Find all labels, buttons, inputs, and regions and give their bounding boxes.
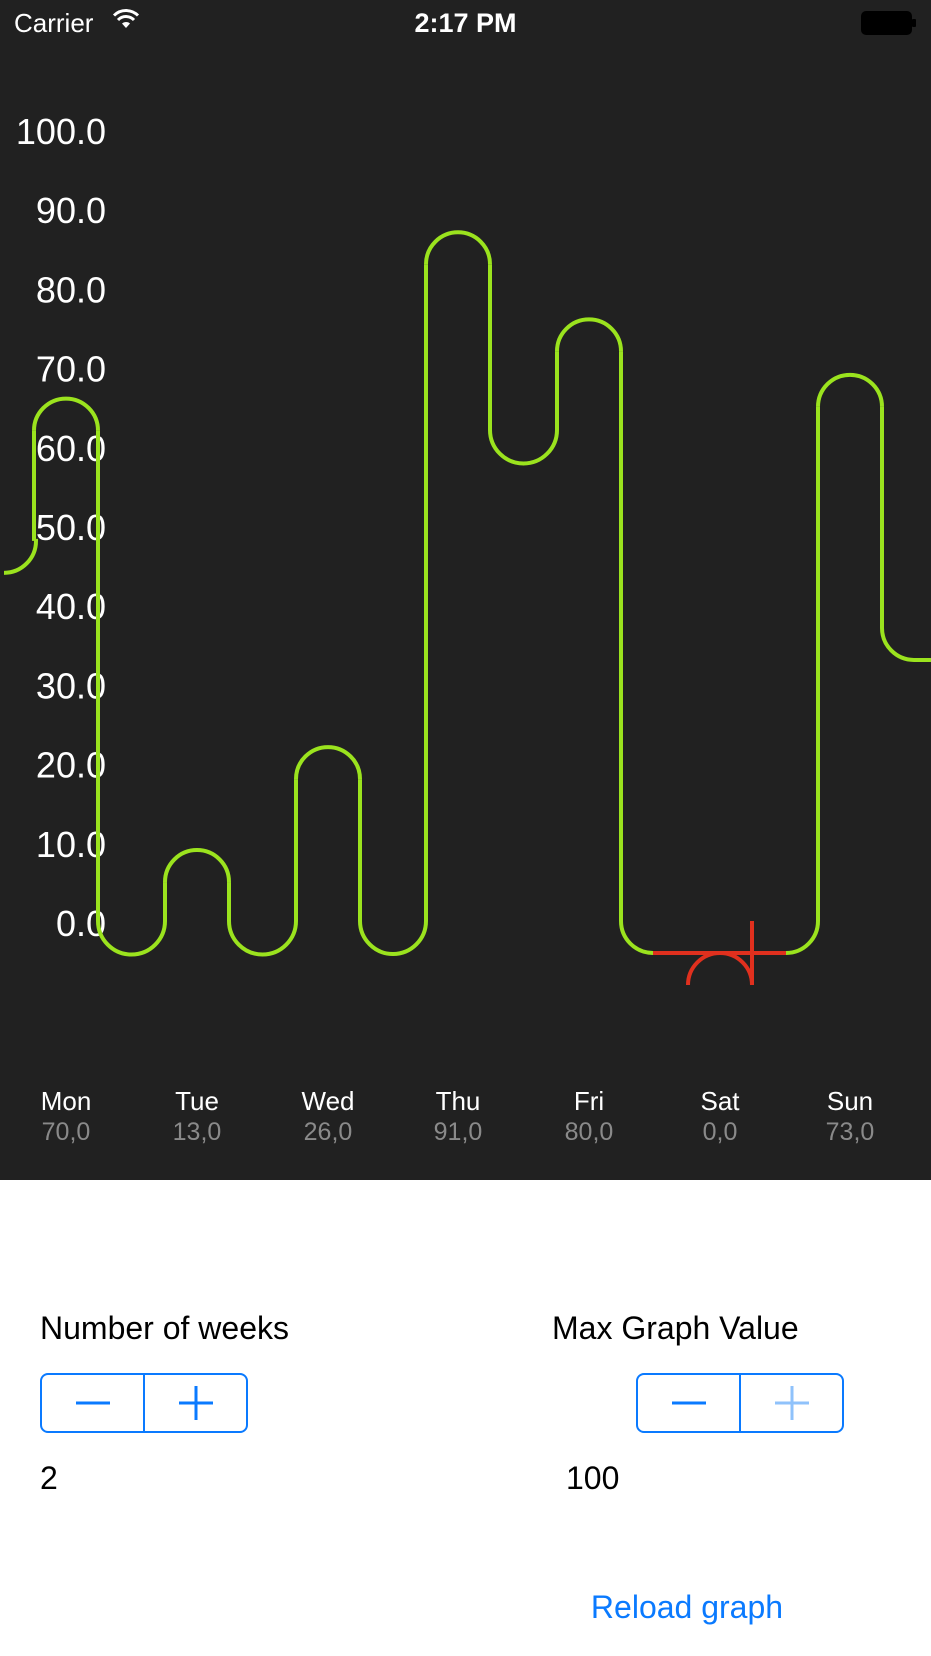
- graph-panel: Carrier 2:17 PM 100.0 90.0 80.0 70.0 60.0 50.…: [0, 0, 931, 1180]
- day-value-label: 0,0: [703, 1118, 738, 1146]
- y-tick-label: 100.0: [16, 111, 106, 152]
- series-point: [686, 951, 754, 986]
- series-point: [555, 317, 623, 352]
- day-label: Mon: [41, 1086, 92, 1116]
- day-value-label: 26,0: [304, 1118, 353, 1146]
- series-point: [163, 848, 231, 883]
- max-value-decrement-button[interactable]: [638, 1375, 739, 1431]
- day-value-label: 73,0: [826, 1118, 875, 1146]
- day-label: Sat: [700, 1086, 740, 1116]
- y-tick-label: 10.0: [36, 824, 106, 865]
- max-value-value: 100: [566, 1460, 620, 1496]
- weeks-value: 2: [40, 1460, 58, 1496]
- carrier-label: Carrier: [14, 8, 94, 38]
- max-value-increment-button[interactable]: [739, 1375, 842, 1431]
- wifi-icon: [112, 8, 140, 35]
- y-tick-label: 40.0: [36, 586, 106, 627]
- plus-icon: [774, 1386, 809, 1420]
- line-chart: 100.0 90.0 80.0 70.0 60.0 50.0 40.0 30.0 20.0 10.…: [3, 111, 931, 1146]
- day-label: Thu: [436, 1086, 481, 1116]
- series-connector: [785, 920, 820, 955]
- plus-icon: [178, 1386, 213, 1420]
- series-point: [32, 396, 100, 431]
- y-tick-label: 80.0: [36, 269, 106, 310]
- status-time: 2:17 PM: [414, 8, 517, 38]
- series-connector: [358, 920, 428, 956]
- y-tick-label: 90.0: [36, 190, 106, 231]
- day-label: Sun: [827, 1086, 873, 1116]
- status-bar: Carrier 2:17 PM: [0, 0, 931, 46]
- y-tick-label: 30.0: [36, 665, 106, 706]
- day-label: Fri: [574, 1086, 604, 1116]
- day-value-label: 70,0: [42, 1118, 91, 1146]
- series-point: [816, 372, 884, 407]
- series-connector: [227, 920, 298, 957]
- battery-icon: [861, 11, 917, 40]
- weeks-stepper[interactable]: [40, 1373, 248, 1433]
- day-value-label: 91,0: [434, 1118, 483, 1146]
- reload-graph-button[interactable]: Reload graph: [590, 1589, 784, 1625]
- series-point: [424, 230, 492, 265]
- series-lead-in: [3, 538, 39, 575]
- y-tick-label: 20.0: [36, 745, 106, 786]
- y-tick-label: 50.0: [36, 507, 106, 548]
- day-label: Wed: [302, 1086, 355, 1116]
- max-value-label: Max Graph Value: [552, 1310, 799, 1346]
- series-lead-out: [880, 627, 931, 662]
- y-tick-label: 70.0: [36, 349, 106, 390]
- weeks-increment-button[interactable]: [143, 1375, 246, 1431]
- weeks-label: Number of weeks: [40, 1310, 289, 1346]
- day-value-label: 13,0: [173, 1118, 222, 1146]
- day-label: Tue: [175, 1086, 219, 1116]
- series-connector: [619, 920, 654, 955]
- minus-icon: [671, 1401, 706, 1405]
- day-value-label: 80,0: [565, 1118, 614, 1146]
- series-connector: [488, 429, 559, 466]
- series-point: [294, 745, 362, 780]
- minus-icon: [75, 1401, 110, 1405]
- weeks-decrement-button[interactable]: [42, 1375, 143, 1431]
- y-tick-label: 60.0: [36, 428, 106, 469]
- max-value-stepper[interactable]: [636, 1373, 844, 1433]
- series-connector: [96, 920, 167, 957]
